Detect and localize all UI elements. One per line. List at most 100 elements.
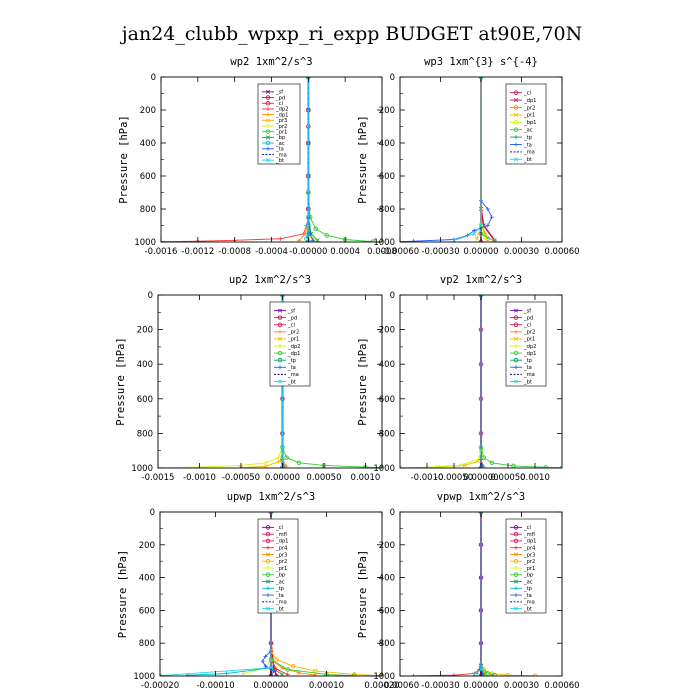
x-tick-label: -0.00060 xyxy=(381,681,419,691)
series-line-pr4 xyxy=(413,512,482,676)
data-point-pr4 xyxy=(452,673,456,676)
legend-label: _dp2 xyxy=(523,344,536,350)
x-tick-label: 0.00000 xyxy=(463,247,498,257)
legend-label: _bp xyxy=(275,573,286,579)
legend-marker xyxy=(278,329,282,334)
legend-marker xyxy=(514,586,518,591)
legend: _cl_dp1_pr2 _pr1_bp1 _ac_tp_ta _ma_bt xyxy=(505,83,547,165)
legend-label: _bt xyxy=(287,379,296,385)
x-tick-label: 0.00000 xyxy=(463,473,498,483)
legend-label: _tp xyxy=(523,358,533,364)
y-tick-label: 1000 xyxy=(134,238,156,248)
legend-label: _mfl xyxy=(523,532,535,538)
legend-label: _cl xyxy=(275,101,283,107)
x-tick-label: 0.00050 xyxy=(306,473,341,483)
y-tick-label: 600 xyxy=(140,172,156,182)
legend-label: _pd xyxy=(287,315,297,321)
data-point-bt xyxy=(160,673,163,676)
x-tick-label: -0.00060 xyxy=(381,247,419,257)
legend-label: _bp1 xyxy=(523,120,536,126)
legend-marker xyxy=(513,315,519,320)
legend-label: _ac xyxy=(275,579,285,585)
y-axis-label: Pressure [hPa] xyxy=(357,550,369,639)
x-tick-label: -0.0012 xyxy=(181,247,214,257)
x-tick-label: -0.0015 xyxy=(142,473,175,483)
panel-title: wp2 1xm^2/s^3 xyxy=(230,56,312,68)
chart-panel-1: wp2 1xm^2/s^3 Pressure [hPa] 0 200 400 600 800… xyxy=(118,56,397,257)
legend-marker xyxy=(514,142,518,147)
y-tick-label: 400 xyxy=(379,360,395,370)
legend-label: _sf xyxy=(523,308,531,314)
legend-marker xyxy=(513,308,519,313)
legend-marker xyxy=(513,525,519,530)
x-tick-label: 0.00060 xyxy=(544,247,579,257)
legend-marker xyxy=(277,357,283,363)
legend-marker xyxy=(513,127,519,132)
data-point-bt xyxy=(478,223,484,228)
legend-label: _pr2 xyxy=(275,559,287,565)
series-line-ta xyxy=(400,77,493,242)
y-tick-label: 200 xyxy=(379,326,395,336)
data-point-ta xyxy=(308,231,313,236)
legend-marker xyxy=(513,531,519,537)
data-point-pr1 xyxy=(313,226,318,232)
x-tick-label: 0.00030 xyxy=(504,681,539,691)
legend-label: _dp1 xyxy=(275,112,288,118)
x-tick-label: 0.0010 xyxy=(351,473,381,483)
legend-label: _pr3 xyxy=(523,552,535,558)
legend-marker xyxy=(265,558,271,564)
legend-marker xyxy=(513,105,519,110)
y-tick-label: 800 xyxy=(379,429,395,439)
legend-marker xyxy=(266,106,270,111)
y-tick-label: 800 xyxy=(379,205,395,215)
data-point-bt xyxy=(280,465,285,468)
legend-label: _pr2 xyxy=(287,330,299,336)
series-line-bp xyxy=(480,512,495,676)
legend-label: _tp xyxy=(523,586,533,592)
legend-label: _dp1 xyxy=(523,539,536,545)
chart-panel-5: upwp 1xm^2/s^3 Pressure [hPa] 0 200 400 600 80… xyxy=(117,491,400,691)
legend-label: _dp1 xyxy=(287,351,300,357)
legend-label: _ac xyxy=(523,128,533,134)
data-point-ta xyxy=(485,223,490,228)
legend: _sf_pd _cl_pr2_pr1_dp2_dp1_tp_ta_ma_bt xyxy=(269,301,311,387)
legend-label: _ta xyxy=(523,142,532,148)
panel-title: vp2 1xm^2/s^3 xyxy=(440,274,522,286)
data-point-ta xyxy=(472,228,477,233)
y-axis-label: Pressure [hPa] xyxy=(115,337,127,426)
legend-label: _cl xyxy=(523,91,531,97)
legend-label: _pr1 xyxy=(275,129,287,135)
y-tick-label: 400 xyxy=(379,139,395,149)
legend-marker xyxy=(265,129,271,134)
x-tick-label: 0.00000 xyxy=(265,473,300,483)
y-tick-label: 200 xyxy=(140,106,156,116)
series-line-bt xyxy=(474,512,482,675)
legend-marker xyxy=(514,329,518,334)
legend-label: _pr1 xyxy=(275,566,287,572)
legend-marker xyxy=(266,124,270,128)
legend-marker xyxy=(265,579,271,584)
legend-marker xyxy=(266,566,270,570)
x-tick-label: -0.0016 xyxy=(145,247,178,257)
x-tick-label: 0.0008 xyxy=(367,247,397,257)
legend-label: _dp2 xyxy=(275,107,288,113)
data-point-dp1 xyxy=(481,455,486,460)
data-point-bt xyxy=(478,512,484,515)
data-point-bt xyxy=(478,295,484,298)
data-point-dp1 xyxy=(489,460,495,466)
legend-marker xyxy=(277,350,283,356)
legend-marker xyxy=(513,552,519,557)
legend-box xyxy=(269,301,311,387)
data-point-pr1 xyxy=(400,465,403,468)
legend-label: _ma xyxy=(287,372,299,378)
y-tick-label: 600 xyxy=(379,395,395,405)
legend-label: _ac xyxy=(523,579,533,585)
legend-marker xyxy=(514,365,518,370)
legend-marker xyxy=(513,336,519,341)
legend-marker xyxy=(513,322,519,327)
legend-label: _mfl xyxy=(275,532,287,538)
data-point-pr3 xyxy=(313,673,318,676)
y-tick-label: 600 xyxy=(137,395,153,405)
series-line-dp2 xyxy=(158,295,283,468)
y-tick-label: 0 xyxy=(390,73,395,83)
